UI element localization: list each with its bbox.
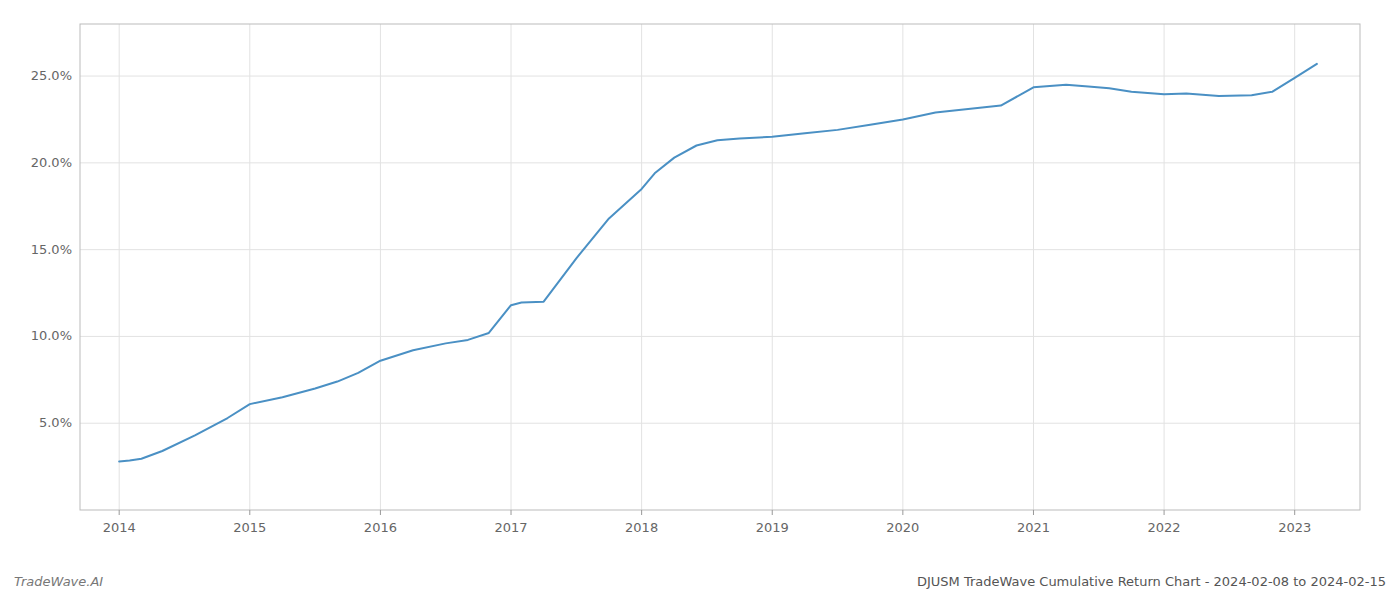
x-tick-label: 2016 xyxy=(364,520,397,535)
grid xyxy=(80,24,1360,510)
y-grid-line xyxy=(80,249,1360,250)
title: DJUSM TradeWave Cumulative Return Chart … xyxy=(917,574,1386,589)
y-grid-line xyxy=(80,336,1360,337)
x-tick xyxy=(1033,510,1034,515)
x-tick-label: 2020 xyxy=(886,520,919,535)
x-grid-line xyxy=(119,24,120,510)
plot-data xyxy=(119,64,1317,461)
x-grid-line xyxy=(1164,24,1165,510)
y-grid-line xyxy=(80,76,1360,77)
x-tick xyxy=(249,510,250,515)
y-tick-label: 20.0% xyxy=(31,155,72,170)
series-line xyxy=(119,64,1317,461)
chart: 2014 2015 2016 2017 2018 2019 2020 2021 2022 2023… xyxy=(0,0,1400,600)
x-grid-line xyxy=(380,24,381,510)
x-tick-label: 2021 xyxy=(1017,520,1050,535)
x-tick-label: 2015 xyxy=(233,520,266,535)
y-grid-line xyxy=(80,423,1360,424)
y-tick-label: 10.0% xyxy=(31,328,72,343)
x-tick xyxy=(511,510,512,515)
x-tick-label: 2014 xyxy=(103,520,136,535)
x-grid-line xyxy=(772,24,773,510)
x-tick-label: 2018 xyxy=(625,520,658,535)
x-tick xyxy=(641,510,642,515)
x-tick-label: 2023 xyxy=(1278,520,1311,535)
x-grid-line xyxy=(1033,24,1034,510)
x-grid-line xyxy=(641,24,642,510)
x-grid-line xyxy=(902,24,903,510)
x-tick xyxy=(119,510,120,515)
y-tick-label: 25.0% xyxy=(31,68,72,83)
plot-frame xyxy=(80,24,1360,510)
x-tick xyxy=(902,510,903,515)
x-tick-label: 2022 xyxy=(1148,520,1181,535)
y-tick-label: 5.0% xyxy=(39,415,72,430)
y-tick-label: 15.0% xyxy=(31,242,72,257)
x-grid-line xyxy=(1294,24,1295,510)
x-tick xyxy=(772,510,773,515)
y-grid-line xyxy=(80,162,1360,163)
x-grid-line xyxy=(249,24,250,510)
x-tick-label: 2019 xyxy=(756,520,789,535)
x-tick-label: 2017 xyxy=(494,520,527,535)
x-grid-line xyxy=(511,24,512,510)
watermark: TradeWave.AI xyxy=(14,574,103,589)
x-tick xyxy=(1164,510,1165,515)
axes: 2014 2015 2016 2017 2018 2019 2020 2021 2022 2023… xyxy=(31,68,1312,535)
x-tick xyxy=(380,510,381,515)
x-tick xyxy=(1294,510,1295,515)
